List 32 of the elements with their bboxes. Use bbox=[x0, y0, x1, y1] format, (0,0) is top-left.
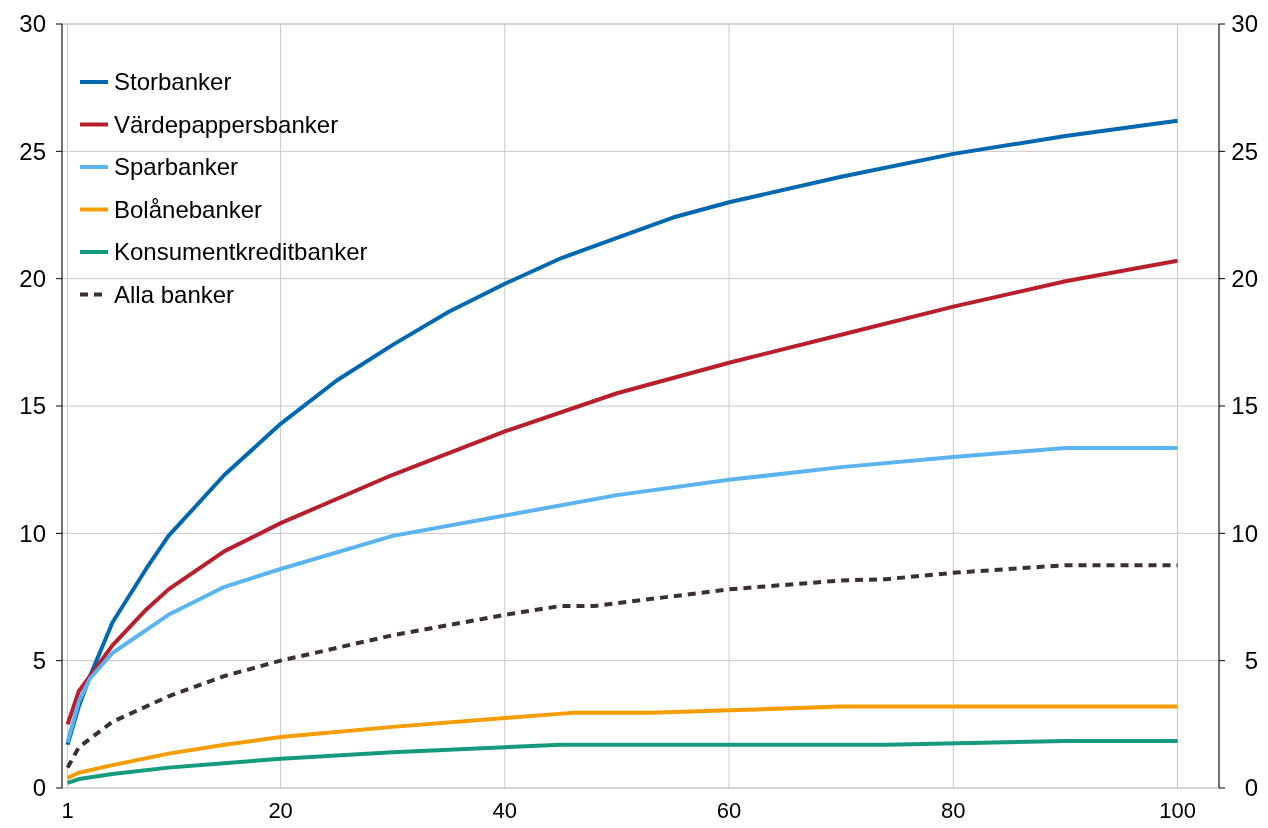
y2-tick-label: 25 bbox=[1231, 137, 1258, 165]
line-series bbox=[65, 563, 1180, 770]
line-series bbox=[65, 446, 1180, 745]
x-tick-label: 80 bbox=[941, 798, 966, 823]
legend-label: Konsumentkreditbanker bbox=[114, 238, 368, 266]
y2-tick-label: 10 bbox=[1231, 519, 1258, 547]
y2-tick-label: 30 bbox=[1231, 10, 1258, 38]
y-tick-label: 25 bbox=[19, 137, 46, 165]
y-tick-label: 20 bbox=[19, 265, 46, 293]
line-series bbox=[65, 118, 1180, 747]
y-tick-label: 5 bbox=[32, 647, 46, 675]
line-series bbox=[65, 738, 1180, 785]
legend-label: Värdepappersbanker bbox=[114, 110, 339, 138]
legend-label: Storbanker bbox=[114, 68, 232, 96]
y2-tick-label: 20 bbox=[1231, 265, 1258, 293]
line-series bbox=[65, 704, 1180, 780]
legend-label: Alla banker bbox=[114, 280, 235, 308]
x-tick-label: 1 bbox=[61, 798, 74, 823]
y2-tick-label: 15 bbox=[1231, 392, 1258, 420]
y2-tick-label: 5 bbox=[1244, 647, 1258, 675]
y-tick-label: 10 bbox=[19, 519, 46, 547]
x-tick-label: 20 bbox=[268, 798, 293, 823]
line-series bbox=[65, 258, 1180, 727]
x-tick-label: 40 bbox=[492, 798, 518, 823]
x-tick-label: 100 bbox=[1159, 798, 1196, 823]
y-tick-label: 0 bbox=[32, 774, 46, 802]
x-tick-label: 60 bbox=[716, 798, 742, 823]
y-tick-label: 15 bbox=[19, 392, 46, 420]
y-tick-label: 30 bbox=[19, 10, 46, 38]
legend-label: Bolånebanker bbox=[114, 195, 263, 223]
y2-tick-label: 0 bbox=[1244, 774, 1258, 802]
legend-label: Sparbanker bbox=[114, 153, 239, 181]
